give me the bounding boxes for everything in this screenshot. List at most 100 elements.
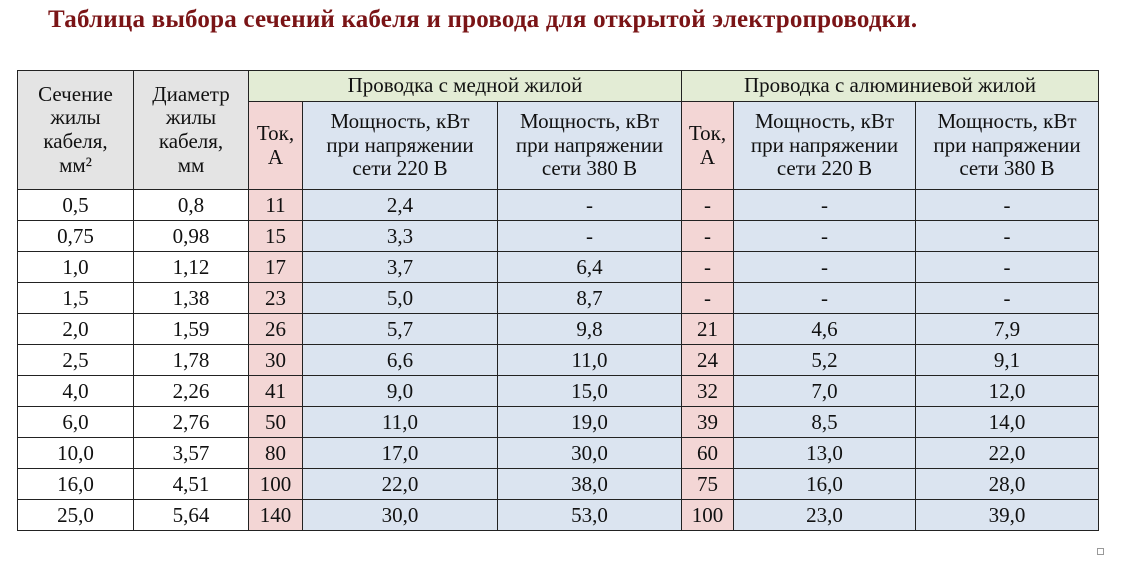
- aluminum-power-380-cell: -: [915, 251, 1099, 283]
- aluminum-current-cell: -: [681, 251, 734, 283]
- copper-current-cell: 15: [248, 220, 303, 252]
- copper-power-380-cell: -: [497, 189, 682, 221]
- cross-section-cell: 0,75: [17, 220, 134, 252]
- copper-power-380-cell: 19,0: [497, 406, 682, 438]
- cross-section-cell: 2,5: [17, 344, 134, 376]
- header-aluminum-power-380: Мощность, кВт при напряжении сети 380 В: [915, 101, 1099, 190]
- table-row: 2,5 1,78 30 6,6 11,0 24 5,2 9,1: [17, 344, 1099, 376]
- copper-power-380-cell: 11,0: [497, 344, 682, 376]
- header-power-line: при напряжении: [515, 132, 664, 157]
- header-diameter-line: Диаметр: [152, 81, 230, 106]
- header-power-line: сети 220 В: [776, 156, 873, 181]
- cross-section-cell: 6,0: [17, 406, 134, 438]
- aluminum-current-cell: 32: [681, 375, 734, 407]
- aluminum-power-380-cell: 7,9: [915, 313, 1099, 345]
- header-diameter: Диаметр жилы кабеля, мм: [133, 70, 249, 190]
- header-power-line: при напряжении: [750, 132, 899, 157]
- copper-power-220-cell: 17,0: [302, 437, 498, 469]
- copper-current-cell: 23: [248, 282, 303, 314]
- table-row: 1,0 1,12 17 3,7 6,4- - -: [17, 251, 1099, 283]
- header-power-line: Мощность, кВт: [519, 109, 660, 134]
- header-current-line: Ток,: [688, 120, 727, 145]
- copper-power-220-cell: 3,3: [302, 220, 498, 252]
- copper-power-220-cell: 30,0: [302, 499, 498, 531]
- cross-section-cell: 16,0: [17, 468, 134, 500]
- header-cross-section-line: жилы: [50, 105, 101, 130]
- header-cross-section: Сечение жилы кабеля, мм²: [17, 70, 134, 190]
- diameter-cell: 1,38: [133, 282, 249, 314]
- cable-table: Сечение жилы кабеля, мм² Диаметр жилы ка…: [17, 70, 1099, 531]
- diameter-cell: 2,26: [133, 375, 249, 407]
- aluminum-power-220-cell: -: [733, 220, 916, 252]
- aluminum-current-cell: 60: [681, 437, 734, 469]
- copper-power-220-cell: 9,0: [302, 375, 498, 407]
- header-power-line: при напряжении: [326, 132, 474, 157]
- header-aluminum-group: Проводка с алюминиевой жилой: [681, 70, 1099, 102]
- copper-current-cell: 17: [248, 251, 303, 283]
- table-row: 16,0 4,51 100 22,0 38,0 75 16,0 28,0: [17, 468, 1099, 500]
- copper-current-cell: 50: [248, 406, 303, 438]
- aluminum-power-380-cell: -: [915, 189, 1099, 221]
- copper-power-220-cell: 5,0: [302, 282, 498, 314]
- aluminum-power-220-cell: -: [733, 251, 916, 283]
- diameter-cell: 1,59: [133, 313, 249, 345]
- header-copper-power-220: Мощность, кВт при напряжении сети 220 В: [302, 101, 498, 190]
- header-power-line: Мощность, кВт: [937, 109, 1077, 134]
- header-power-line: сети 220 В: [352, 156, 448, 181]
- header-cross-section-line: Сечение: [38, 81, 113, 106]
- aluminum-power-220-cell: 23,0: [733, 499, 916, 531]
- header-aluminum-power-220: Мощность, кВт при напряжении сети 220 В: [733, 101, 916, 190]
- header-power-line: при напряжении: [933, 132, 1081, 157]
- aluminum-power-380-cell: 14,0: [915, 406, 1099, 438]
- aluminum-power-220-cell: -: [733, 189, 916, 221]
- cross-section-cell: 1,5: [17, 282, 134, 314]
- copper-current-cell: 26: [248, 313, 303, 345]
- header-current-line: Ток,: [256, 120, 295, 145]
- cross-section-cell: 0,5: [17, 189, 134, 221]
- aluminum-power-220-cell: 7,0: [733, 375, 916, 407]
- copper-power-380-cell: 30,0: [497, 437, 682, 469]
- header-power-line: сети 380 В: [541, 156, 638, 181]
- aluminum-power-380-cell: 22,0: [915, 437, 1099, 469]
- copper-current-cell: 80: [248, 437, 303, 469]
- copper-power-220-cell: 6,6: [302, 344, 498, 376]
- copper-power-380-cell: 53,0: [497, 499, 682, 531]
- diameter-cell: 0,8: [133, 189, 249, 221]
- diameter-cell: 5,64: [133, 499, 249, 531]
- aluminum-power-380-cell: -: [915, 282, 1099, 314]
- table-row: 0,75 0,98 15 3,3- - - -: [17, 220, 1099, 252]
- aluminum-current-cell: -: [681, 220, 734, 252]
- header-diameter-line: мм: [177, 152, 205, 177]
- copper-power-220-cell: 2,4: [302, 189, 498, 221]
- header-current-line: А: [699, 144, 716, 169]
- aluminum-power-220-cell: 16,0: [733, 468, 916, 500]
- aluminum-current-cell: -: [681, 282, 734, 314]
- copper-power-380-cell: 9,8: [497, 313, 682, 345]
- aluminum-power-220-cell: 8,5: [733, 406, 916, 438]
- table-row: 10,0 3,57 80 17,0 30,0 60 13,0 22,0: [17, 437, 1099, 469]
- header-cross-section-line: кабеля,: [43, 129, 108, 153]
- copper-current-cell: 41: [248, 375, 303, 407]
- copper-power-380-cell: -: [497, 220, 682, 252]
- aluminum-power-380-cell: 12,0: [915, 375, 1099, 407]
- aluminum-power-220-cell: 4,6: [733, 313, 916, 345]
- cross-section-cell: 10,0: [17, 437, 134, 469]
- header-aluminum-current: Ток, А: [681, 101, 734, 190]
- cross-section-cell: 25,0: [17, 499, 134, 531]
- aluminum-current-cell: 21: [681, 313, 734, 345]
- copper-power-380-cell: 8,7: [497, 282, 682, 314]
- table-row: 1,5 1,38 23 5,0 8,7- - -: [17, 282, 1099, 314]
- diameter-cell: 2,76: [133, 406, 249, 438]
- aluminum-power-380-cell: -: [915, 220, 1099, 252]
- diameter-cell: 1,12: [133, 251, 249, 283]
- copper-power-220-cell: 3,7: [302, 251, 498, 283]
- aluminum-current-cell: -: [681, 189, 734, 221]
- copper-current-cell: 100: [248, 468, 303, 500]
- diameter-cell: 1,78: [133, 344, 249, 376]
- cross-section-cell: 2,0: [17, 313, 134, 345]
- aluminum-power-380-cell: 9,1: [915, 344, 1099, 376]
- header-diameter-line: жилы: [165, 105, 217, 130]
- copper-current-cell: 30: [248, 344, 303, 376]
- copper-power-220-cell: 11,0: [302, 406, 498, 438]
- aluminum-power-220-cell: -: [733, 282, 916, 314]
